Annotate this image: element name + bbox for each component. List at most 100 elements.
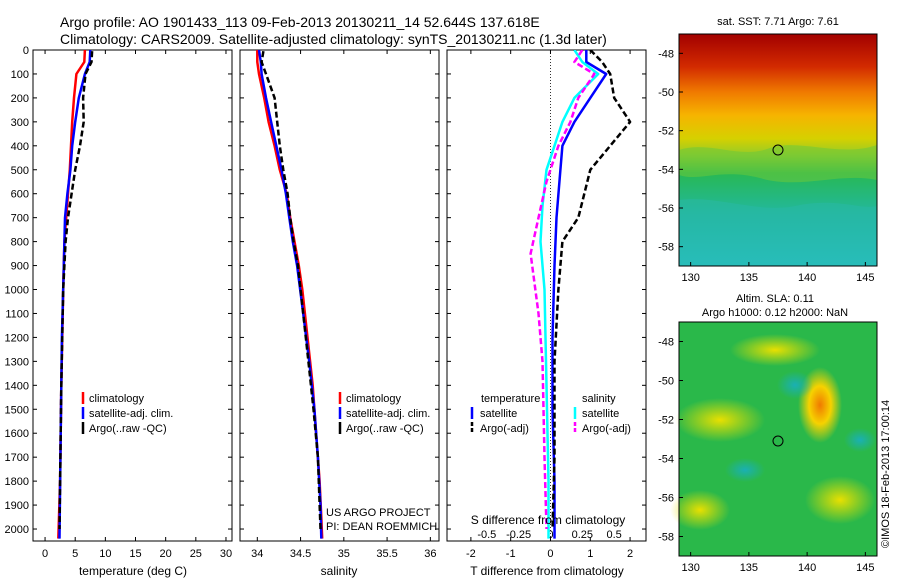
x-tick-label: 36 xyxy=(424,548,436,560)
salinity-axis-label: salinity xyxy=(321,564,358,578)
depth-tick-label: 500 xyxy=(11,165,29,177)
map-y-tick-label: -50 xyxy=(658,376,674,388)
x-tick-label: -1 xyxy=(506,548,516,560)
salinity-axis: 34 34.5 35 35.5 36 xyxy=(251,50,436,560)
sla-map-low-east xyxy=(844,428,876,452)
depth-tick-label: 300 xyxy=(11,117,29,129)
legend-label-argo: Argo(..raw -QC) xyxy=(89,423,167,435)
sst-argo-marker xyxy=(772,144,784,156)
map-y-tick-label: -48 xyxy=(658,48,674,60)
x-tick-label: 2 xyxy=(627,548,633,560)
difference-axis: -2 -1 0 1 2 -0.5 -0.25 0 0.25 0.5 xyxy=(466,50,633,560)
temperature-axis: 0 5 10 15 20 25 30 xyxy=(42,50,232,560)
x-tick-label: 15 xyxy=(129,548,141,560)
map-y-tick-label: -58 xyxy=(658,242,674,254)
x-tick-label: 25 xyxy=(190,548,202,560)
difference-panel-frame xyxy=(446,49,647,542)
s-difference-tick-label: -0.25 xyxy=(506,529,531,541)
sla-map xyxy=(670,321,878,557)
sla-map-title: Altim. SLA: 0.11 xyxy=(736,293,814,305)
temperature-legend: climatology satellite-adj. clim. Argo(..… xyxy=(81,392,173,435)
depth-tick-label: 1500 xyxy=(5,404,29,416)
sst-map-frame xyxy=(678,33,878,267)
series-line-temperature-satellite xyxy=(551,50,608,539)
depth-tick-label: 1700 xyxy=(5,452,29,464)
x-tick-label: 35 xyxy=(338,548,350,560)
s-difference-axis-label: S difference from climatology xyxy=(471,513,626,527)
sla-map-low-south xyxy=(725,458,765,482)
legend-title-temperature: temperature xyxy=(481,393,540,405)
depth-tick-label: 700 xyxy=(11,213,29,225)
map-y-tick-label: -58 xyxy=(658,532,674,544)
map-y-tick-label: -48 xyxy=(658,337,674,349)
map-y-tick-label: -54 xyxy=(658,454,674,466)
map-y-tick-label: -56 xyxy=(658,493,674,505)
depth-tick-label: 600 xyxy=(11,189,29,201)
legend-label-t-satellite: satellite xyxy=(480,408,517,420)
chart-title: Argo profile: AO 1901433_113 09-Feb-2013… xyxy=(60,14,540,30)
sst-map-front xyxy=(679,145,877,183)
map-y-tick-label: -52 xyxy=(658,126,674,138)
map-x-tick-label: 135 xyxy=(740,272,758,284)
depth-tick-label: 1000 xyxy=(5,285,29,297)
temperature-series xyxy=(57,50,94,539)
x-tick-label: 0 xyxy=(42,548,48,560)
sst-map-title: sat. SST: 7.71 Argo: 7.61 xyxy=(717,16,839,28)
map-y-tick-label: -56 xyxy=(658,203,674,215)
temperature-panel-frame xyxy=(32,49,233,542)
sst-map-axis: 130 135 140 145 -48 -50 -52 -54 -56 -58 xyxy=(658,48,874,284)
x-tick-label: 35.5 xyxy=(376,548,397,560)
legend-title-salinity: salinity xyxy=(582,393,616,405)
sla-map-frame xyxy=(678,321,878,557)
x-tick-label: 20 xyxy=(160,548,172,560)
x-tick-label: 0 xyxy=(547,548,553,560)
depth-tick-label: 1300 xyxy=(5,356,29,368)
depth-tick-label: 900 xyxy=(11,261,29,273)
s-difference-tick-label: 0 xyxy=(547,529,553,541)
legend-label-climatology: climatology xyxy=(346,393,402,405)
depth-tick-label: 1100 xyxy=(5,308,29,320)
x-tick-label: 34.5 xyxy=(290,548,311,560)
sla-map-ridge xyxy=(675,398,765,442)
sla-map-axis: 130 135 140 145 -48 -50 -52 -54 -56 -58 xyxy=(658,337,874,575)
s-difference-tick-label: 0.25 xyxy=(572,529,593,541)
depth-tick-label: 800 xyxy=(11,237,29,249)
series-line-salinity-satellite xyxy=(539,50,600,539)
series-line-salinity-argo-adj- xyxy=(529,50,596,530)
depth-tick-label: 1900 xyxy=(5,500,29,512)
pi-annotation: PI: DEAN ROEMMICH xyxy=(326,521,437,533)
difference-series xyxy=(529,50,632,539)
map-y-tick-label: -54 xyxy=(658,164,674,176)
map-y-tick-label: -50 xyxy=(658,87,674,99)
depth-tick-label: 200 xyxy=(11,93,29,105)
depth-tick-label: 2000 xyxy=(5,524,29,536)
s-difference-tick-label: 0.5 xyxy=(607,529,622,541)
depth-tick-label: 1200 xyxy=(5,332,29,344)
legend-label-satellite: satellite-adj. clim. xyxy=(89,408,173,420)
x-tick-label: 5 xyxy=(72,548,78,560)
x-tick-label: 1 xyxy=(587,548,593,560)
legend-label-satellite: satellite-adj. clim. xyxy=(346,408,430,420)
x-tick-label: 30 xyxy=(220,548,232,560)
imos-side-label: ©IMOS 18-Feb-2013 17:00:14 xyxy=(880,399,892,548)
legend-label-s-argo: Argo(-adj) xyxy=(582,423,631,435)
sla-map-low xyxy=(777,371,813,399)
map-x-tick-label: 140 xyxy=(798,562,816,574)
series-line-argo-raw-qc- xyxy=(260,50,322,530)
t-difference-axis-label: T difference from climatology xyxy=(470,564,624,578)
sst-map-cold-water xyxy=(679,199,877,266)
legend-label-climatology: climatology xyxy=(89,393,145,405)
x-tick-label: 10 xyxy=(99,548,111,560)
salinity-legend: climatology satellite-adj. clim. Argo(..… xyxy=(338,392,430,435)
sla-map-ridge-north xyxy=(730,334,820,366)
depth-axis: 0 100 200 300 400 500 600 700 800 900 1000 1100 1200… xyxy=(5,45,646,536)
depth-tick-label: 400 xyxy=(11,141,29,153)
s-difference-tick-label: -0.5 xyxy=(477,529,496,541)
series-line-temperature-argo-adj- xyxy=(551,50,632,530)
project-annotation: US ARGO PROJECT xyxy=(326,507,431,519)
depth-tick-label: 1400 xyxy=(5,380,29,392)
depth-tick-label: 0 xyxy=(23,45,29,57)
legend-label-s-satellite: satellite xyxy=(582,408,619,420)
map-x-tick-label: 130 xyxy=(681,562,699,574)
temperature-axis-label: temperature (deg C) xyxy=(79,564,187,578)
